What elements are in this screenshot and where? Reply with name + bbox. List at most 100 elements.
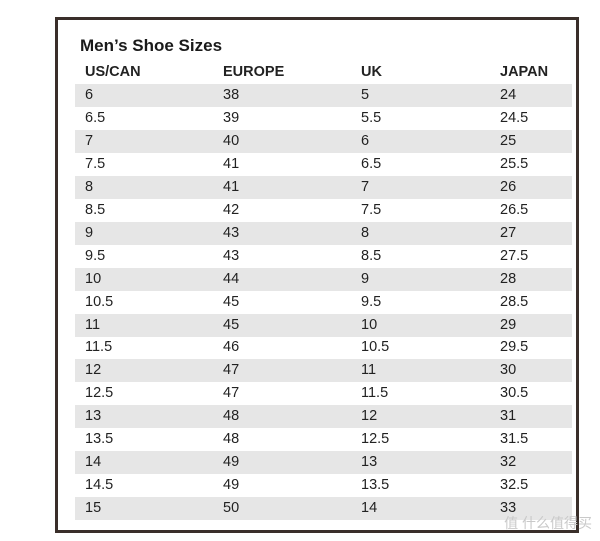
table-row: 7.5 41 6.5 25.5 bbox=[75, 153, 572, 176]
cell: 49 bbox=[223, 454, 240, 471]
cell: 42 bbox=[223, 201, 240, 218]
cell: 47 bbox=[223, 385, 240, 402]
cell: 9.5 bbox=[361, 293, 382, 310]
cell: 24.5 bbox=[500, 109, 529, 126]
cell: 48 bbox=[223, 408, 240, 425]
cell: 26.5 bbox=[500, 201, 529, 218]
cell: 27 bbox=[500, 224, 517, 241]
cell: 15 bbox=[85, 500, 102, 517]
cell: 41 bbox=[223, 178, 240, 195]
table-row: 10 44 9 28 bbox=[75, 267, 572, 291]
table-frame: Men’s Shoe Sizes US/CAN EUROPE UK JAPAN 6 38 5… bbox=[55, 17, 579, 533]
cell: US/CAN bbox=[85, 64, 141, 80]
cell: 29 bbox=[500, 316, 517, 333]
cell: 7.5 bbox=[361, 201, 382, 218]
table-row: 7 40 6 25 bbox=[75, 129, 572, 153]
cell: 6.5 bbox=[361, 155, 382, 172]
cell: 43 bbox=[223, 224, 240, 241]
cell: 10 bbox=[361, 316, 378, 333]
table-row: 13.5 48 12.5 31.5 bbox=[75, 428, 572, 451]
header-row: US/CAN EUROPE UK JAPAN bbox=[75, 61, 572, 84]
cell: 11 bbox=[361, 362, 377, 379]
table-row: 14 49 13 32 bbox=[75, 451, 572, 475]
table-title: Men’s Shoe Sizes bbox=[80, 36, 223, 55]
cell: 33 bbox=[500, 500, 517, 517]
cell: 8 bbox=[85, 178, 94, 195]
table-row: 15 50 14 33 bbox=[75, 497, 572, 521]
cell: 5.5 bbox=[361, 109, 382, 126]
cell: 14 bbox=[361, 500, 378, 517]
cell: 32.5 bbox=[500, 477, 529, 494]
cell: 28.5 bbox=[500, 293, 529, 310]
table-row: 12.5 47 11.5 30.5 bbox=[75, 382, 572, 405]
cell: 7 bbox=[361, 178, 370, 195]
cell: 7.5 bbox=[85, 155, 106, 172]
cell: 10 bbox=[85, 270, 102, 287]
cell: 5 bbox=[361, 87, 370, 103]
cell: 11.5 bbox=[85, 339, 113, 356]
cell: 13.5 bbox=[361, 477, 390, 494]
cell: 8 bbox=[361, 224, 370, 241]
cell: 25 bbox=[500, 132, 517, 149]
cell: 13 bbox=[85, 408, 102, 425]
table-row: 12 47 11 30 bbox=[75, 359, 572, 383]
table-row: 14.5 49 13.5 32.5 bbox=[75, 474, 572, 497]
table-row: 6.5 39 5.5 24.5 bbox=[75, 107, 572, 130]
cell: 12 bbox=[361, 408, 378, 425]
cell: 27.5 bbox=[500, 247, 529, 264]
cell: 10.5 bbox=[361, 339, 390, 356]
watermark: 值 什么值得买 bbox=[504, 515, 592, 531]
cell: 6.5 bbox=[85, 109, 106, 126]
cell: 9.5 bbox=[85, 247, 106, 264]
table-row: 11 45 10 29 bbox=[75, 313, 572, 337]
cell: 41 bbox=[223, 155, 240, 172]
cell: 12 bbox=[85, 362, 102, 379]
cell: 49 bbox=[223, 477, 240, 494]
cell: 9 bbox=[361, 270, 370, 287]
cell: 6 bbox=[85, 87, 94, 103]
cell: 13 bbox=[361, 454, 378, 471]
cell: 10.5 bbox=[85, 293, 114, 310]
table-row: 13 48 12 31 bbox=[75, 405, 572, 429]
cell: 43 bbox=[223, 247, 240, 264]
table-row: 11.5 46 10.5 29.5 bbox=[75, 336, 572, 359]
cell: 47 bbox=[223, 362, 240, 379]
cell: 39 bbox=[223, 109, 240, 126]
cell: 13.5 bbox=[85, 431, 114, 448]
cell: EUROPE bbox=[223, 64, 285, 80]
cell: 12.5 bbox=[361, 431, 390, 448]
cell: 11 bbox=[85, 316, 101, 333]
cell: 24 bbox=[500, 87, 517, 103]
cell: 14.5 bbox=[85, 477, 114, 494]
cell: 9 bbox=[85, 224, 94, 241]
cell: 7 bbox=[85, 132, 94, 149]
table-row: 9 43 8 27 bbox=[75, 221, 572, 245]
cell: 31.5 bbox=[500, 431, 529, 448]
cell: 32 bbox=[500, 454, 517, 471]
cell: 40 bbox=[223, 132, 240, 149]
cell: 8.5 bbox=[361, 247, 382, 264]
cell: 30.5 bbox=[500, 385, 529, 402]
cell: UK bbox=[361, 64, 382, 80]
cell: 45 bbox=[223, 316, 240, 333]
cell: 50 bbox=[223, 500, 240, 517]
table-row: 8.5 42 7.5 26.5 bbox=[75, 199, 572, 222]
cell: 8.5 bbox=[85, 201, 106, 218]
cell: 28 bbox=[500, 270, 517, 287]
table-row: 10.5 45 9.5 28.5 bbox=[75, 291, 572, 314]
table-row: 6 38 5 24 bbox=[75, 84, 572, 107]
cell: 6 bbox=[361, 132, 370, 149]
cell: 38 bbox=[223, 87, 240, 103]
cell: 30 bbox=[500, 362, 517, 379]
cell: JAPAN bbox=[500, 64, 549, 80]
cell: 46 bbox=[223, 339, 240, 356]
cell: 44 bbox=[223, 270, 240, 287]
cell: 11.5 bbox=[361, 385, 389, 402]
cell: 48 bbox=[223, 431, 240, 448]
cell: 31 bbox=[500, 408, 517, 425]
table-row: 9.5 43 8.5 27.5 bbox=[75, 245, 572, 268]
cell: 25.5 bbox=[500, 155, 529, 172]
cell: 29.5 bbox=[500, 339, 529, 356]
cell: 26 bbox=[500, 178, 517, 195]
